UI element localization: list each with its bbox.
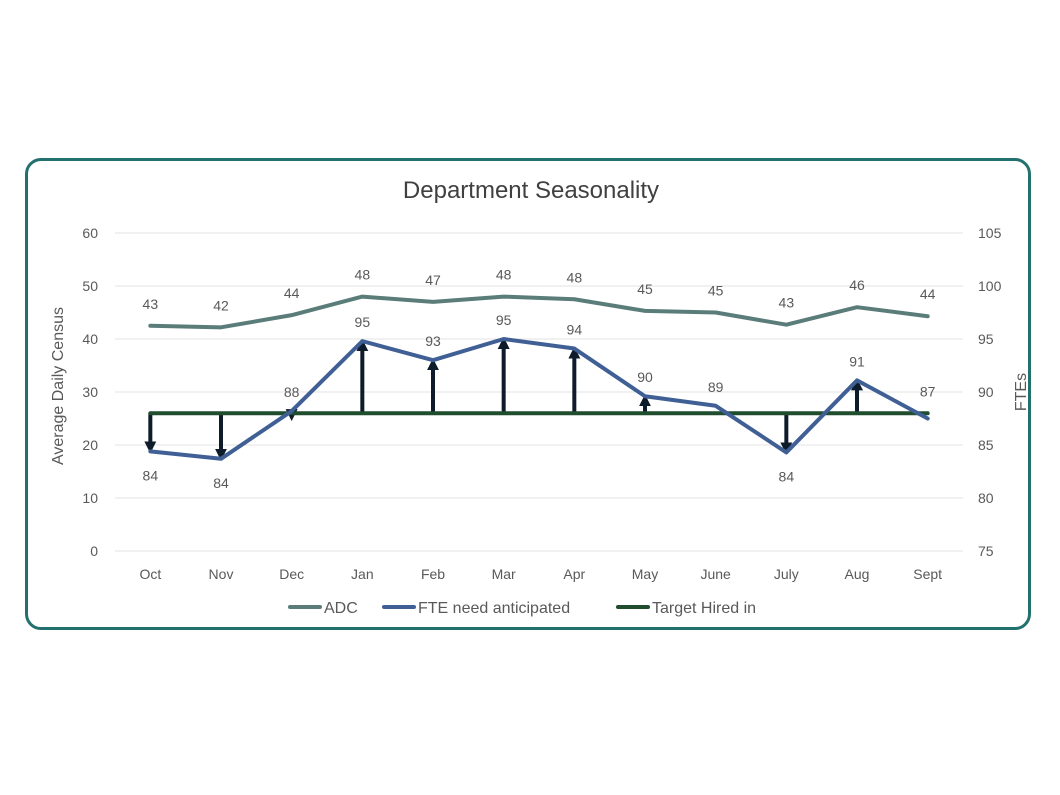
x-tick-nov: Nov [209,566,234,582]
left-tick-10: 10 [82,490,98,506]
series-line-fte-need-anticipated [148,337,930,461]
fte-label-feb: 93 [425,333,441,349]
fte-label-nov: 84 [213,475,229,491]
legend-label-target-hired-in: Target Hired in [652,600,756,617]
chart-title: Department Seasonality [403,177,659,204]
legend-label-adc: ADC [324,600,358,617]
x-tick-july: July [774,566,799,582]
adc-label-july: 43 [779,295,795,311]
data-labels: 43 42 44 48 47 48 48 45 45 43 46 44 84 84 88 95 93 95 94 90… [143,267,936,491]
right-axis-label: FTEs [1013,373,1030,411]
right-tick-90: 90 [978,384,994,400]
fte-label-oct: 84 [143,467,159,483]
right-tick-105: 105 [978,225,1002,241]
fte-label-june: 89 [708,379,724,395]
left-tick-20: 20 [82,437,98,453]
right-tick-100: 100 [978,278,1002,294]
adc-label-apr: 48 [567,269,583,285]
left-axis-label: Average Daily Census [50,307,67,465]
fte-label-apr: 94 [567,322,583,338]
gap-arrows [144,337,863,461]
x-tick-june: June [700,566,731,582]
adc-label-oct: 43 [143,296,159,312]
legend: ADC FTE need anticipated Target Hired in [288,600,756,617]
right-tick-95: 95 [978,331,994,347]
x-tick-mar: Mar [492,566,516,582]
x-tick-sept: Sept [913,566,942,582]
left-tick-0: 0 [90,543,98,559]
x-tick-apr: Apr [563,566,585,582]
adc-label-feb: 47 [425,272,441,288]
fte-label-sept: 87 [920,384,936,400]
left-tick-50: 50 [82,278,98,294]
fte-label-jan: 95 [355,314,371,330]
series-lines [148,294,930,461]
adc-label-mar: 48 [496,267,512,283]
x-axis-ticks: Oct Nov Dec Jan Feb Mar Apr May June July Aug Sept [139,566,942,582]
adc-label-jan: 48 [355,267,371,283]
legend-label-fte-need-anticipated: FTE need anticipated [418,600,570,617]
x-tick-may: May [632,566,658,582]
left-tick-30: 30 [82,384,98,400]
right-tick-75: 75 [978,543,994,559]
grid-lines [115,232,963,552]
fte-label-mar: 95 [496,312,512,328]
fte-label-aug: 91 [849,353,865,369]
series-line-adc [148,294,930,330]
x-tick-dec: Dec [279,566,304,582]
x-tick-feb: Feb [421,566,445,582]
adc-label-may: 45 [637,281,653,297]
fte-label-dec: 88 [284,384,300,400]
right-tick-80: 80 [978,490,994,506]
adc-label-aug: 46 [849,277,865,293]
left-tick-40: 40 [82,331,98,347]
x-tick-aug: Aug [845,566,870,582]
fte-label-july: 84 [779,468,795,484]
adc-label-nov: 42 [213,297,229,313]
right-tick-85: 85 [978,437,994,453]
x-tick-oct: Oct [139,566,161,582]
right-axis-ticks: 75 80 85 90 95 100 105 [978,225,1002,559]
x-tick-jan: Jan [351,566,374,582]
adc-label-dec: 44 [284,285,300,301]
fte-label-may: 90 [637,369,653,385]
adc-label-sept: 44 [920,286,936,302]
left-axis-ticks: 0 10 20 30 40 50 60 [82,225,98,559]
adc-label-june: 45 [708,283,724,299]
left-tick-60: 60 [82,225,98,241]
